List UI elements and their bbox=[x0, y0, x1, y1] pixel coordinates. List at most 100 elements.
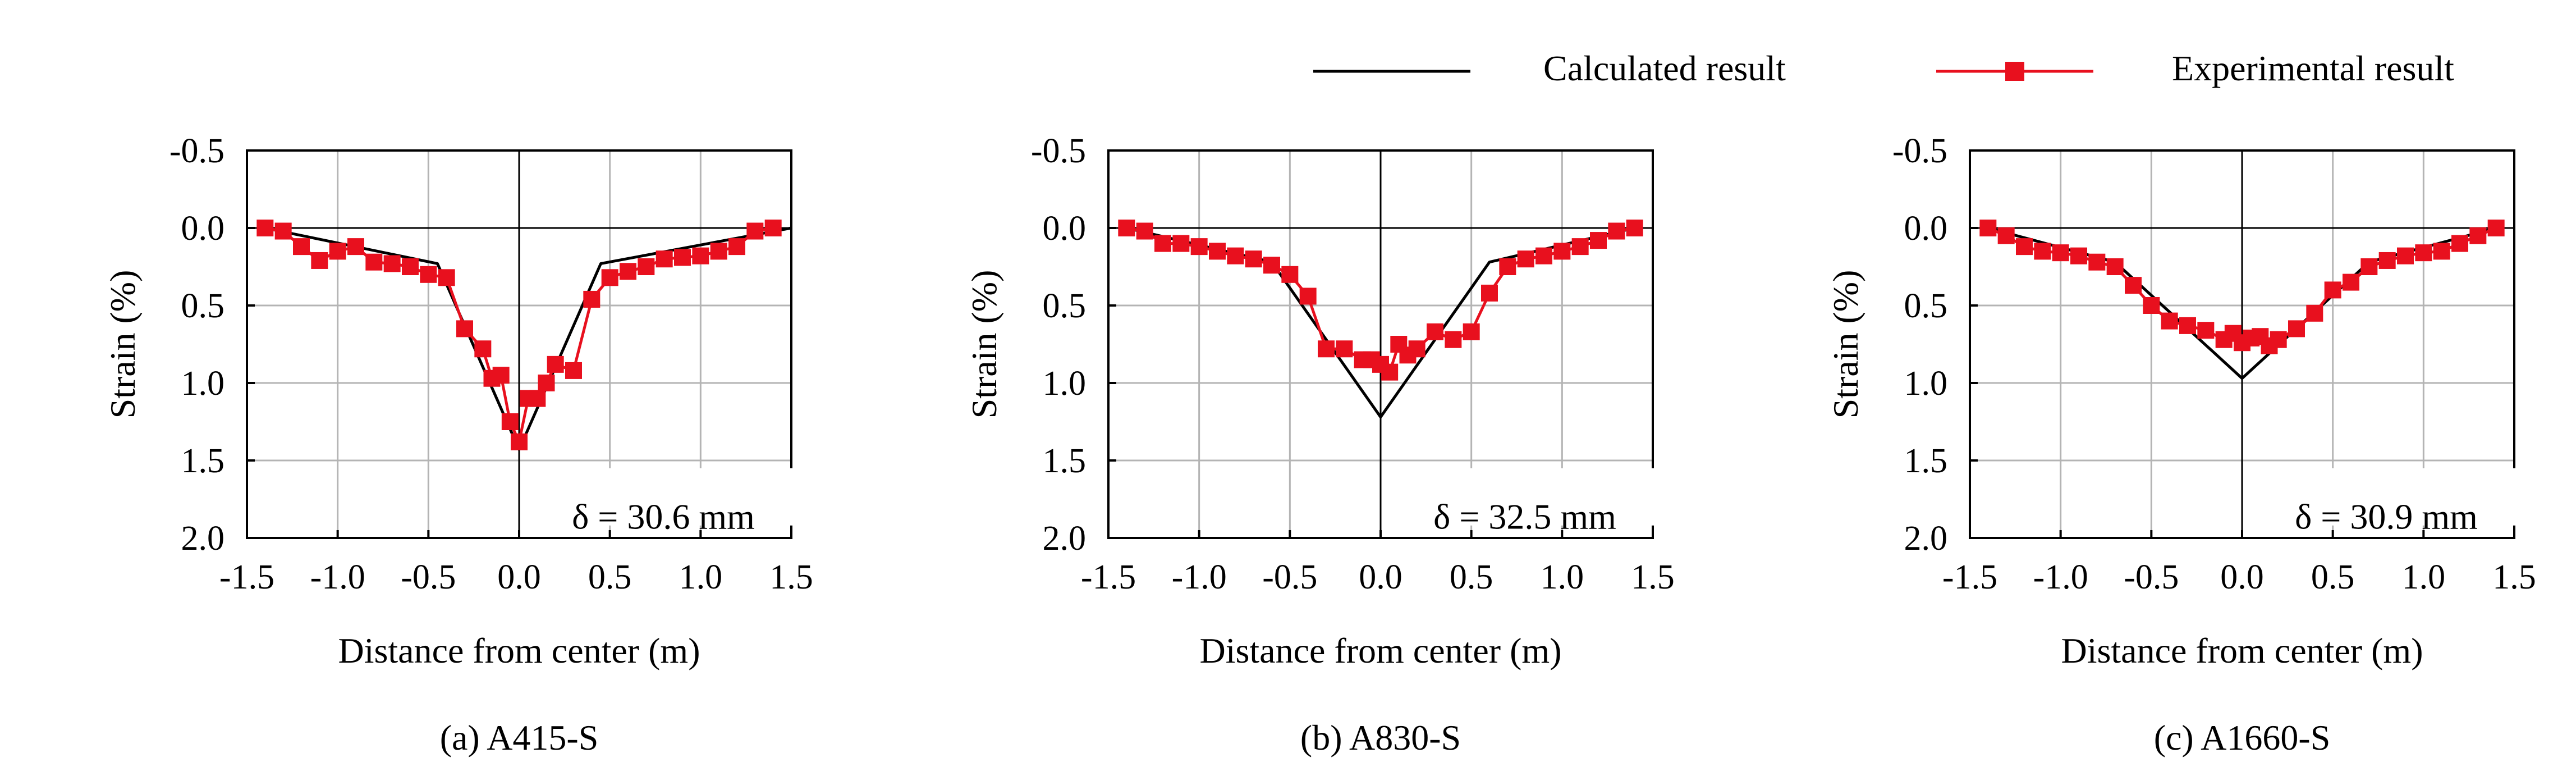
experimental-data-point bbox=[2052, 244, 2069, 262]
experimental-data-point bbox=[2270, 331, 2287, 348]
calculated-series-line bbox=[264, 226, 792, 451]
experimental-data-point bbox=[656, 250, 673, 268]
y-axis-title: Strain (%) bbox=[1826, 270, 1865, 419]
experimental-data-point bbox=[620, 263, 636, 280]
experimental-data-point bbox=[2143, 297, 2160, 314]
annotation-background bbox=[2254, 468, 2518, 526]
experimental-data-point bbox=[1590, 232, 1607, 249]
annotation-background bbox=[531, 468, 795, 526]
x-tick-label: 0.0 bbox=[497, 558, 541, 596]
chart-panel: -1.5 -1.0 -0.5 0.0 0.5 1.0 1.5 -0.5 0.0 0.5 1.0 1.5… bbox=[1826, 132, 2536, 758]
y-tick-label: 0.5 bbox=[1904, 287, 1948, 325]
x-tick-label: -0.5 bbox=[2124, 558, 2179, 596]
y-tick-label: 2.0 bbox=[181, 519, 225, 558]
experimental-data-point bbox=[456, 320, 473, 337]
y-axis-title: Strain (%) bbox=[103, 270, 143, 419]
experimental-data-point bbox=[746, 222, 764, 240]
panel-caption: (c) A1660-S bbox=[2154, 718, 2331, 758]
experimental-data-point bbox=[2088, 253, 2106, 271]
experimental-data-point bbox=[1245, 250, 1262, 268]
experimental-data-point bbox=[2343, 273, 2359, 291]
chart-panel: -1.5 -1.0 -0.5 0.0 0.5 1.0 1.5 -0.5 0.0 0.5 1.0 1.5… bbox=[964, 132, 1675, 758]
y-tick-label: 1.5 bbox=[181, 442, 225, 480]
experimental-data-point bbox=[1608, 222, 1625, 240]
experimental-data-point bbox=[2125, 277, 2142, 294]
x-tick-label: -1.0 bbox=[2033, 558, 2088, 596]
experimental-data-point bbox=[638, 258, 655, 275]
experimental-data-point bbox=[2415, 244, 2432, 262]
experimental-data-point bbox=[1190, 238, 1208, 256]
x-tick-label: 0.0 bbox=[2220, 558, 2264, 596]
experimental-data-point bbox=[492, 367, 510, 384]
experimental-data-point bbox=[529, 390, 546, 407]
legend: Calculated result Experimental result bbox=[1313, 48, 2454, 88]
experimental-data-point bbox=[2106, 258, 2124, 275]
legend-calculated-label: Calculated result bbox=[1543, 48, 1786, 88]
y-tick-label: -0.5 bbox=[1031, 132, 1086, 170]
experimental-data-point bbox=[547, 355, 564, 373]
experimental-data-point bbox=[2324, 281, 2341, 299]
x-tick-label: 0.5 bbox=[2311, 558, 2355, 596]
experimental-data-point bbox=[402, 258, 419, 275]
x-tick-label: -1.0 bbox=[1172, 558, 1227, 596]
experimental-data-point bbox=[329, 243, 346, 260]
x-tick-label: 0.5 bbox=[1450, 558, 1493, 596]
experimental-data-point bbox=[1408, 340, 1425, 358]
experimental-data-point bbox=[1535, 247, 1552, 264]
experimental-data-point bbox=[420, 266, 437, 283]
x-tick-label: 1.0 bbox=[1541, 558, 1584, 596]
x-tick-label: -1.5 bbox=[1081, 558, 1136, 596]
experimental-data-point bbox=[538, 375, 555, 391]
experimental-data-point bbox=[728, 238, 745, 256]
experimental-data-point bbox=[1571, 238, 1589, 256]
legend-experimental-label: Experimental result bbox=[2172, 48, 2454, 88]
experimental-data-point bbox=[1626, 220, 1643, 236]
experimental-data-point bbox=[1281, 266, 1299, 283]
experimental-data-point bbox=[1227, 247, 1244, 264]
experimental-data-point bbox=[347, 238, 364, 256]
experimental-data-point bbox=[2433, 243, 2450, 260]
experimental-data-point bbox=[565, 362, 582, 379]
experimental-data-point bbox=[601, 269, 618, 286]
experimental-data-point bbox=[1136, 222, 1153, 240]
experimental-data-point bbox=[1463, 323, 1480, 340]
y-tick-label: 1.0 bbox=[181, 364, 225, 403]
experimental-data-point bbox=[365, 253, 383, 271]
deflection-annotation: δ = 32.5 mm bbox=[1433, 496, 1616, 536]
y-tick-label: 1.0 bbox=[1043, 364, 1087, 403]
legend-experimental-marker bbox=[2005, 62, 2024, 81]
experimental-data-point bbox=[1154, 235, 1171, 252]
experimental-data-point bbox=[2179, 317, 2196, 334]
experimental-data-point bbox=[1445, 331, 1462, 348]
x-tick-label: -0.5 bbox=[1262, 558, 1317, 596]
y-tick-label: 1.5 bbox=[1904, 442, 1948, 480]
deflection-annotation: δ = 30.6 mm bbox=[572, 496, 755, 536]
experimental-data-point bbox=[2397, 247, 2414, 264]
experimental-data-point bbox=[438, 269, 455, 286]
experimental-data-point bbox=[474, 340, 492, 358]
experimental-data-point bbox=[2378, 252, 2396, 269]
y-tick-label: 0.0 bbox=[181, 209, 225, 248]
x-axis-title: Distance from center (m) bbox=[2061, 631, 2423, 670]
x-tick-label: 0.0 bbox=[1359, 558, 1402, 596]
experimental-data-point bbox=[1499, 258, 1516, 275]
experimental-data-point bbox=[383, 255, 401, 272]
x-tick-label: 1.0 bbox=[2402, 558, 2446, 596]
y-tick-label: 0.0 bbox=[1904, 209, 1948, 248]
y-tick-label: -0.5 bbox=[169, 132, 224, 170]
experimental-data-point bbox=[1381, 363, 1399, 381]
experimental-data-point bbox=[2016, 238, 2033, 256]
deflection-annotation: δ = 30.9 mm bbox=[2295, 496, 2478, 536]
y-tick-label: 2.0 bbox=[1904, 519, 1948, 558]
experimental-data-point bbox=[1481, 284, 1498, 302]
annotation-background bbox=[1393, 468, 1657, 526]
x-tick-label: -1.5 bbox=[1942, 558, 1997, 596]
y-tick-label: -0.5 bbox=[1892, 132, 1947, 170]
experimental-data-point bbox=[710, 243, 727, 260]
y-tick-label: 2.0 bbox=[1043, 519, 1087, 558]
experimental-data-point bbox=[274, 222, 292, 240]
x-tick-label: -0.5 bbox=[401, 558, 456, 596]
experimental-data-point bbox=[2070, 247, 2087, 264]
experimental-data-point bbox=[2161, 312, 2178, 330]
chart-panel: -1.5 -1.0 -0.5 0.0 0.5 1.0 1.5 -0.5 0.0 0.5 1.0 1.5… bbox=[103, 132, 813, 758]
